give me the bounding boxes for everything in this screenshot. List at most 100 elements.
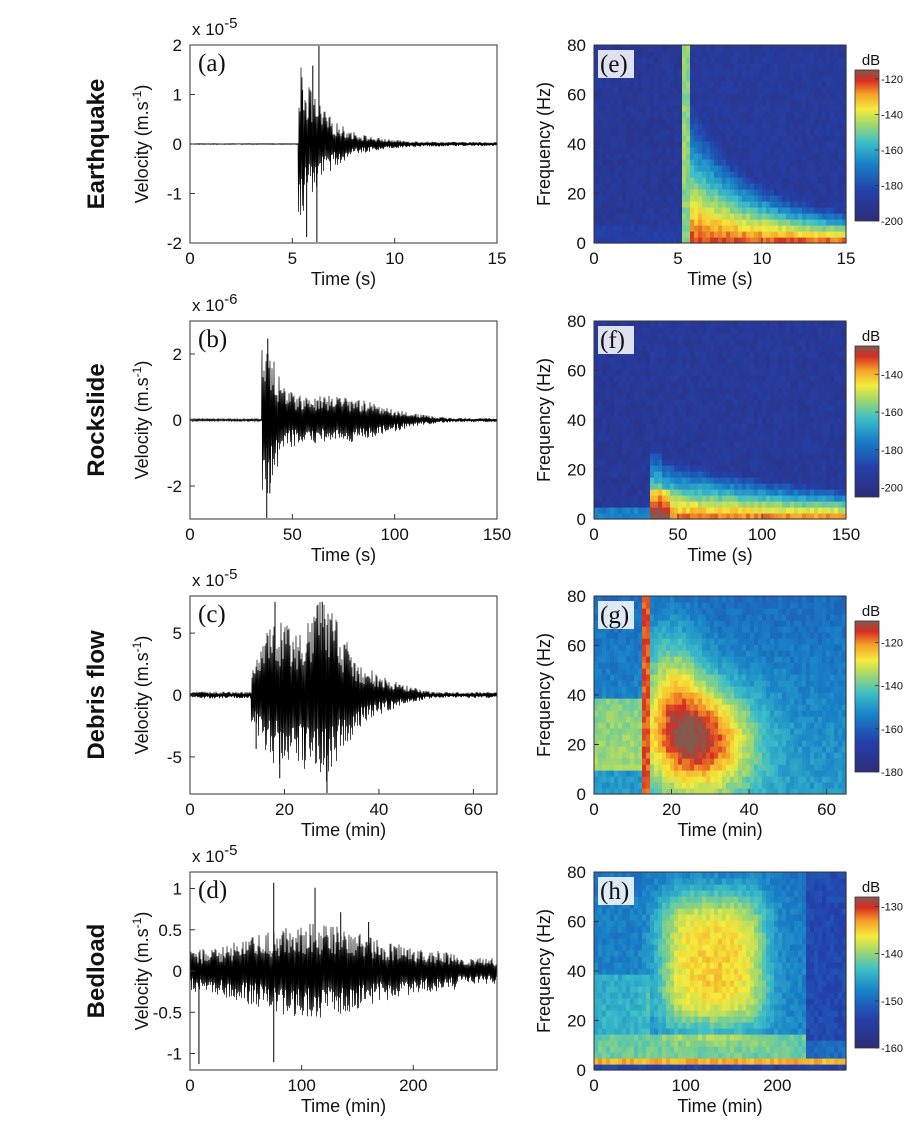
heatmap-cell bbox=[702, 45, 707, 52]
heatmap-cell bbox=[610, 141, 615, 148]
heatmap-cell bbox=[606, 123, 611, 130]
heatmap-cell bbox=[734, 45, 739, 52]
heatmap-cell bbox=[682, 363, 687, 370]
heatmap-cell bbox=[746, 207, 751, 214]
heatmap-cell bbox=[826, 213, 831, 220]
heatmap-cell bbox=[774, 45, 779, 52]
heatmap-cell bbox=[738, 333, 743, 340]
heatmap-cell bbox=[690, 357, 695, 364]
heatmap-cell bbox=[718, 93, 723, 100]
heatmap-cell bbox=[710, 501, 715, 508]
heatmap-cell bbox=[606, 159, 611, 166]
heatmap-cell bbox=[626, 758, 631, 765]
heatmap-cell bbox=[774, 465, 779, 472]
heatmap-cell bbox=[762, 321, 767, 328]
heatmap-cell bbox=[834, 195, 839, 202]
heatmap-cell bbox=[610, 716, 615, 723]
heatmap-cell bbox=[654, 105, 659, 112]
heatmap-cell bbox=[630, 441, 635, 448]
heatmap-cell bbox=[690, 129, 695, 136]
heatmap-cell bbox=[826, 375, 831, 382]
heatmap-cell bbox=[838, 69, 843, 76]
heatmap-cell bbox=[698, 219, 703, 226]
x-tick-label: 0 bbox=[185, 249, 194, 268]
heatmap-cell bbox=[634, 644, 639, 651]
heatmap-cell bbox=[794, 93, 799, 100]
heatmap-cell bbox=[794, 201, 799, 208]
heatmap-cell bbox=[830, 129, 835, 136]
heatmap-cell bbox=[642, 345, 647, 352]
heatmap-cell bbox=[742, 399, 747, 406]
heatmap-cell bbox=[786, 483, 791, 490]
heatmap-cell bbox=[630, 105, 635, 112]
heatmap-cell bbox=[802, 459, 807, 466]
heatmap-cell bbox=[746, 45, 751, 52]
heatmap-cell bbox=[654, 363, 659, 370]
heatmap-cell bbox=[830, 345, 835, 352]
heatmap-cell bbox=[762, 453, 767, 460]
heatmap-cell bbox=[838, 363, 843, 370]
heatmap-cell bbox=[606, 477, 611, 484]
heatmap-cell bbox=[798, 153, 803, 160]
heatmap-cell bbox=[814, 93, 819, 100]
heatmap-cell bbox=[646, 507, 651, 514]
heatmap-cell bbox=[658, 399, 663, 406]
heatmap-cell bbox=[834, 333, 839, 340]
heatmap-cell bbox=[758, 381, 763, 388]
heatmap-cell bbox=[686, 495, 691, 502]
heatmap-cell bbox=[766, 387, 771, 394]
heatmap-cell bbox=[738, 105, 743, 112]
heatmap-cell bbox=[702, 471, 707, 478]
heatmap-cell bbox=[754, 459, 759, 466]
heatmap-cell bbox=[782, 189, 787, 196]
heatmap-cell bbox=[838, 327, 843, 334]
heatmap-cell bbox=[806, 207, 811, 214]
heatmap-cell bbox=[598, 351, 603, 358]
heatmap-cell bbox=[794, 387, 799, 394]
heatmap-cell bbox=[618, 357, 623, 364]
heatmap-cell bbox=[722, 363, 727, 370]
heatmap-cell bbox=[666, 740, 671, 747]
heatmap-cell bbox=[726, 477, 731, 484]
heatmap-cell bbox=[650, 225, 655, 232]
heatmap-cell bbox=[718, 177, 723, 184]
heatmap-cell bbox=[638, 507, 643, 514]
heatmap-cell bbox=[722, 207, 727, 214]
heatmap-cell bbox=[818, 447, 823, 454]
heatmap-cell bbox=[838, 447, 843, 454]
heatmap-cell bbox=[706, 87, 711, 94]
heatmap-cell bbox=[606, 225, 611, 232]
heatmap-cell bbox=[746, 123, 751, 130]
heatmap-cell bbox=[670, 105, 675, 112]
heatmap-cell bbox=[738, 501, 743, 508]
heatmap-cell bbox=[810, 123, 815, 130]
heatmap-cell bbox=[594, 81, 599, 88]
heatmap-cell bbox=[646, 632, 651, 639]
heatmap-cell bbox=[650, 111, 655, 118]
heatmap-cell bbox=[762, 81, 767, 88]
heatmap-cell bbox=[818, 399, 823, 406]
heatmap-cell bbox=[730, 93, 735, 100]
heatmap-cell bbox=[654, 656, 659, 663]
heatmap-cell bbox=[830, 447, 835, 454]
heatmap-cell bbox=[758, 195, 763, 202]
heatmap-cell bbox=[638, 489, 643, 496]
heatmap-cell bbox=[614, 722, 619, 729]
heatmap-cell bbox=[782, 117, 787, 124]
heatmap-cell bbox=[646, 81, 651, 88]
heatmap-cell bbox=[842, 189, 847, 196]
heatmap-cell bbox=[706, 333, 711, 340]
heatmap-cell bbox=[618, 740, 623, 747]
heatmap-cell bbox=[838, 453, 843, 460]
heatmap-cell bbox=[786, 123, 791, 130]
heatmap-cell bbox=[722, 165, 727, 172]
heatmap-cell bbox=[594, 680, 599, 687]
heatmap-cell bbox=[650, 399, 655, 406]
heatmap-cell bbox=[806, 213, 811, 220]
heatmap-cell bbox=[762, 69, 767, 76]
heatmap-cell bbox=[810, 57, 815, 64]
heatmap-cell bbox=[694, 513, 699, 520]
heatmap-cell bbox=[770, 129, 775, 136]
heatmap-cell bbox=[710, 57, 715, 64]
heatmap-cell bbox=[698, 453, 703, 460]
